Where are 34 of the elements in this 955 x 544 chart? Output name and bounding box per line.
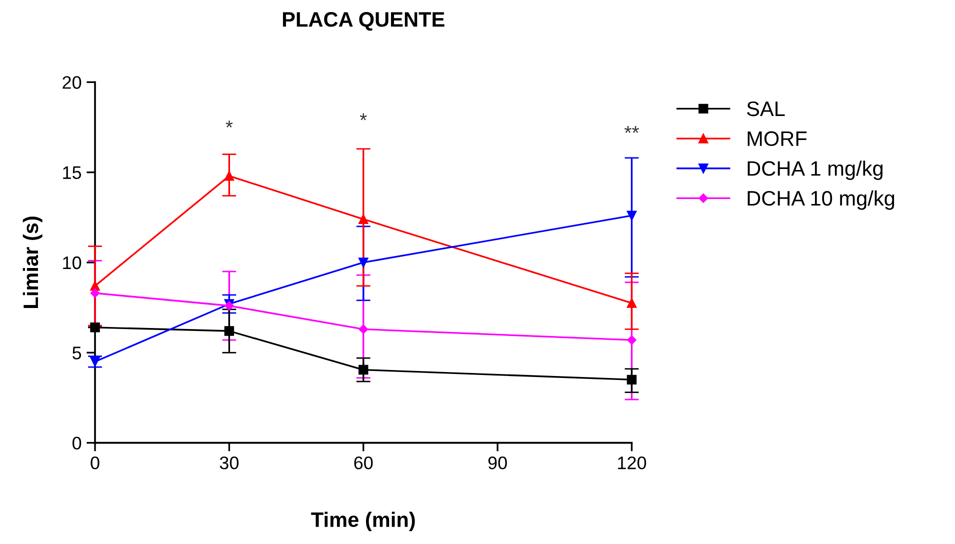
y-tick-label: 0: [72, 436, 82, 450]
y-axis-title: Limiar (s): [22, 216, 42, 308]
x-tick-label: 120: [618, 456, 646, 470]
x-tick-label: 30: [220, 456, 239, 470]
chart-title: PLACA QUENTE: [282, 12, 444, 31]
y-tick-label: 10: [63, 256, 82, 270]
point: [358, 258, 368, 268]
point: [626, 298, 637, 308]
legend-label: SAL: [747, 101, 785, 116]
point: [626, 210, 637, 220]
point: [358, 214, 368, 224]
x-tick-label: 0: [90, 456, 100, 470]
x-tick-label: 90: [488, 456, 507, 470]
point: [224, 326, 234, 336]
legend-label: MORF: [748, 131, 807, 146]
y-tick-label: 20: [62, 76, 82, 89]
point: [90, 281, 100, 291]
annotation: *: [226, 120, 233, 128]
x-axis-title: Time (min): [311, 512, 415, 532]
point: [358, 364, 368, 375]
y-tick-label: 5: [72, 346, 82, 360]
annotation: *: [360, 113, 367, 120]
point: [224, 171, 234, 181]
point: [626, 374, 637, 385]
y-tick-label: 15: [63, 166, 82, 180]
point: [90, 288, 100, 298]
point: [627, 335, 636, 345]
legend-label: DCHA 10 mg/kg: [748, 190, 894, 210]
x-tick-label: 60: [354, 456, 373, 470]
annotation: **: [624, 126, 639, 133]
legend-label: DCHA 1 mg/kg: [748, 160, 883, 180]
point: [358, 324, 368, 334]
point: [90, 356, 100, 367]
point: [90, 322, 100, 332]
